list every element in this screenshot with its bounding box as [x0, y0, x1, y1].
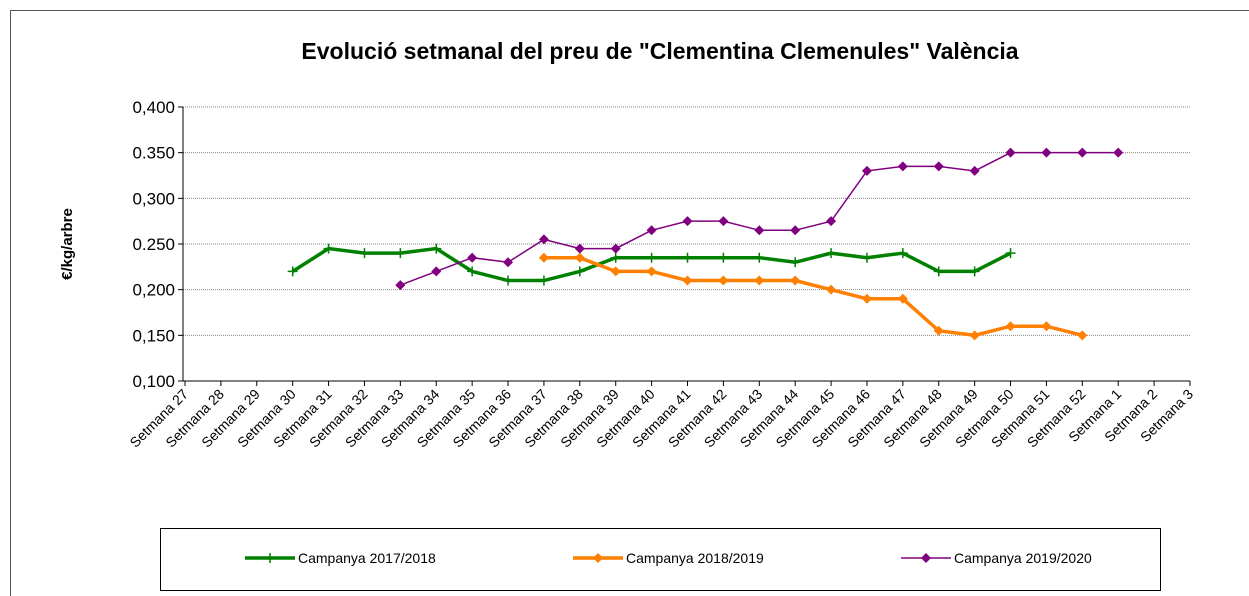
- point: [574, 266, 585, 277]
- point: [646, 252, 657, 263]
- point: [933, 266, 944, 277]
- point: [538, 234, 549, 245]
- y-tick-label: 0,400: [132, 98, 175, 117]
- legend-label: Campanya 2017/2018: [298, 550, 436, 566]
- point: [467, 252, 478, 263]
- point: [1005, 248, 1016, 259]
- y-tick-label: 0,300: [132, 189, 175, 208]
- point: [538, 252, 549, 263]
- point: [359, 248, 370, 259]
- point: [538, 275, 549, 286]
- point: [969, 266, 980, 277]
- legend-label: Campanya 2019/2020: [954, 550, 1092, 566]
- point: [790, 225, 801, 236]
- point: [969, 165, 980, 176]
- point: [897, 161, 908, 172]
- point: [682, 275, 693, 286]
- point: [861, 165, 872, 176]
- point: [610, 243, 621, 254]
- legend-marker: [921, 553, 931, 563]
- point: [610, 252, 621, 263]
- chart-frame: [10, 10, 1249, 596]
- point: [754, 225, 765, 236]
- point: [431, 243, 442, 254]
- point: [431, 266, 442, 277]
- legend-box: [160, 528, 1161, 591]
- point: [861, 293, 872, 304]
- point: [718, 216, 729, 227]
- chart-title: Evolució setmanal del preu de "Clementin…: [301, 38, 1018, 64]
- point: [933, 325, 944, 336]
- point: [503, 257, 514, 268]
- point: [1113, 147, 1124, 158]
- point: [897, 248, 908, 259]
- point: [1005, 321, 1016, 332]
- y-tick-label: 0.350: [132, 144, 175, 163]
- point: [1041, 147, 1052, 158]
- legend-label: Campanya 2018/2019: [626, 550, 764, 566]
- y-tick-label: 0,100: [132, 372, 175, 391]
- point: [682, 252, 693, 263]
- point: [826, 216, 837, 227]
- point: [969, 330, 980, 341]
- point: [790, 275, 801, 286]
- point: [861, 252, 872, 263]
- point: [718, 252, 729, 263]
- point: [574, 243, 585, 254]
- point: [1077, 147, 1088, 158]
- legend-marker: [265, 553, 275, 563]
- point: [610, 266, 621, 277]
- point: [467, 266, 478, 277]
- point: [790, 257, 801, 268]
- point: [574, 252, 585, 263]
- point: [395, 248, 406, 259]
- point: [718, 275, 729, 286]
- point: [826, 284, 837, 295]
- point: [287, 266, 298, 277]
- y-axis-label: €/kg/arbre: [59, 208, 76, 280]
- point: [1041, 321, 1052, 332]
- point: [1077, 330, 1088, 341]
- series-line: [543, 255, 1083, 338]
- y-tick-label: 0,200: [132, 281, 175, 300]
- point: [754, 252, 765, 263]
- point: [646, 225, 657, 236]
- point: [323, 243, 334, 254]
- point: [646, 266, 657, 277]
- y-tick-label: 0,150: [132, 326, 175, 345]
- legend-marker: [593, 553, 603, 563]
- point: [682, 216, 693, 227]
- y-tick-label: 0.250: [132, 235, 175, 254]
- point: [395, 280, 406, 291]
- point: [826, 248, 837, 259]
- point: [933, 161, 944, 172]
- point: [1005, 147, 1016, 158]
- point: [897, 293, 908, 304]
- point: [503, 275, 514, 286]
- point: [754, 275, 765, 286]
